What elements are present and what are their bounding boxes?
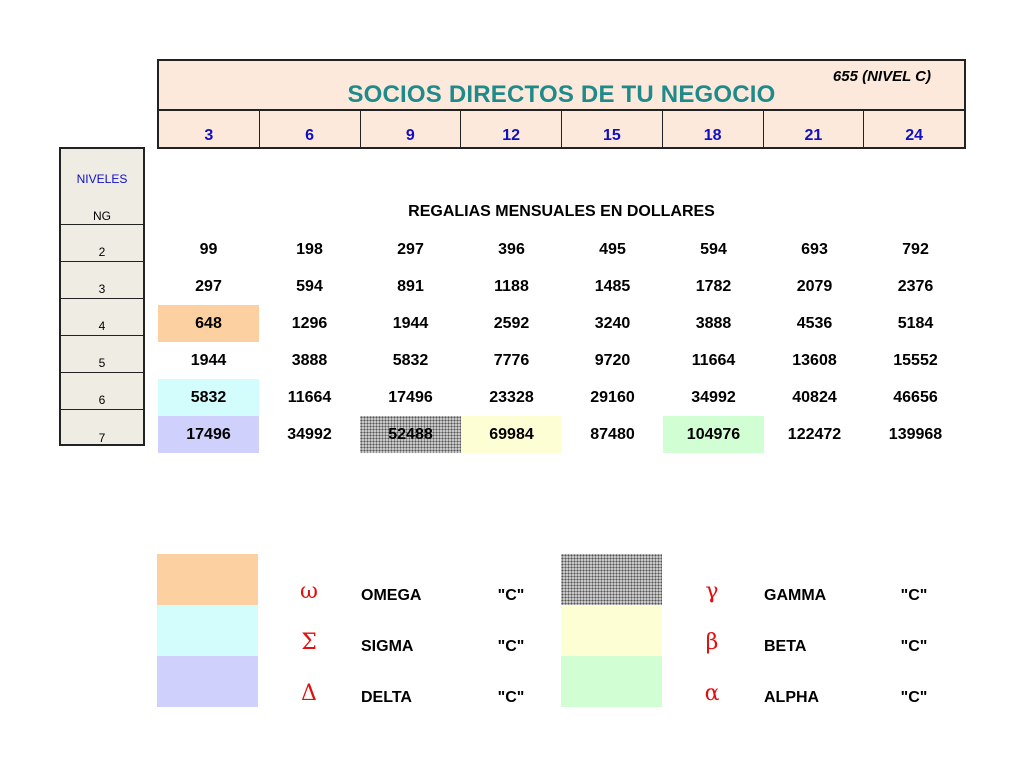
header-cell: 24	[905, 127, 924, 144]
table-cell: 648	[158, 305, 259, 342]
header-cell: 9	[361, 111, 462, 147]
legend-name-sigma: SIGMA	[361, 638, 414, 655]
table-cell: 3888	[695, 314, 732, 332]
levels-header: NIVELES NG	[61, 149, 143, 225]
table-cell: 104976	[663, 416, 764, 453]
omega-symbol-icon: ω	[300, 579, 318, 604]
table-cell: 2079	[796, 277, 833, 295]
level-label: 7	[98, 431, 106, 445]
table-cell: 17496	[158, 416, 259, 453]
level-label: 6	[61, 373, 143, 410]
legend-name-alpha: ALPHA	[764, 689, 820, 706]
legend-name-gamma: GAMMA	[764, 587, 827, 604]
legend-swatch-omega	[157, 554, 258, 605]
alpha-symbol-icon: α	[704, 681, 720, 706]
header-cell: 12	[461, 111, 562, 147]
legend-swatch-delta	[157, 656, 258, 707]
table-cell: 34992	[691, 388, 736, 406]
legend-value-gamma: "C"	[900, 587, 928, 604]
gamma-symbol-icon: γ	[705, 579, 719, 604]
table-cell: 1782	[695, 277, 732, 295]
table-cell: 297	[397, 240, 424, 258]
levels-header-title: NIVELES	[76, 172, 128, 186]
level-label: 5	[61, 336, 143, 373]
levels-column: NIVELES NG 2 3 4 5 6 7	[59, 147, 145, 446]
table-cell: 2376	[897, 277, 934, 295]
table-cell: 891	[397, 277, 424, 295]
table-cell: 99	[199, 240, 218, 258]
legend-value-omega: "C"	[497, 587, 525, 604]
legend-value-beta: "C"	[900, 638, 928, 655]
legend-value-delta: "C"	[497, 689, 525, 706]
delta-symbol-icon: Δ	[301, 681, 317, 706]
table-cell: 11664	[691, 351, 736, 369]
table-subtitle: REGALIAS MENSUALES EN DOLLARES	[408, 203, 715, 220]
header-cell: 15	[562, 111, 663, 147]
legend-swatch-alpha	[561, 656, 662, 707]
table-cell: 17496	[388, 388, 433, 406]
table-cell: 198	[296, 240, 323, 258]
table-cell: 594	[296, 277, 323, 295]
table-cell: 11664	[287, 388, 332, 406]
header-cell: 21	[764, 111, 865, 147]
title-note: 655 (NIVEL C)	[832, 68, 931, 85]
table-cell: 13608	[792, 351, 837, 369]
level-label: 3	[61, 262, 143, 299]
table-cell: 3240	[594, 314, 631, 332]
legend-name-beta: BETA	[764, 638, 807, 655]
legend-name-delta: DELTA	[361, 689, 412, 706]
table-cell: 29160	[590, 388, 635, 406]
beta-symbol-icon: β	[705, 630, 719, 655]
partners-header-row: 3 6 9 12 15 18 21 24	[157, 109, 966, 149]
table-cell: 7776	[493, 351, 530, 369]
sigma-symbol-icon: Σ	[301, 630, 317, 655]
table-cell: 23328	[489, 388, 534, 406]
header-cell: 18	[663, 111, 764, 147]
level-label: 2	[61, 225, 143, 262]
table-cell: 297	[195, 277, 222, 295]
table-cell: 5832	[392, 351, 429, 369]
table-cell: 594	[700, 240, 727, 258]
legend-swatch-beta	[561, 605, 662, 656]
table-cell: 9720	[594, 351, 631, 369]
legend-swatch-sigma	[157, 605, 258, 656]
levels-header-subtitle: NG	[93, 209, 111, 223]
legend-value-alpha: "C"	[900, 689, 928, 706]
table-cell: 34992	[287, 425, 332, 443]
legend-name-omega: OMEGA	[361, 587, 422, 604]
header-cell: 6	[260, 111, 361, 147]
table-cell: 87480	[590, 425, 635, 443]
legend-swatch-gamma	[561, 554, 662, 605]
table-cell: 792	[902, 240, 929, 258]
table-cell: 2592	[493, 314, 530, 332]
table-cell: 4536	[796, 314, 833, 332]
table-cell: 15552	[893, 351, 938, 369]
table-cell: 1944	[392, 314, 429, 332]
table-cell: 1485	[594, 277, 631, 295]
table-cell: 1296	[291, 314, 328, 332]
table-cell: 46656	[893, 388, 938, 406]
table-cell: 122472	[787, 425, 842, 443]
table-cell: 69984	[461, 416, 562, 453]
table-cell: 396	[498, 240, 525, 258]
table-cell: 5832	[158, 379, 259, 416]
table-cell: 1944	[190, 351, 227, 369]
table-cell: 3888	[291, 351, 328, 369]
legend-value-sigma: "C"	[497, 638, 525, 655]
table-cell: 139968	[888, 425, 943, 443]
table-cell: 693	[801, 240, 828, 258]
title-banner: 655 (NIVEL C) SOCIOS DIRECTOS DE TU NEGO…	[157, 59, 966, 111]
level-label: 4	[61, 299, 143, 336]
table-cell: 5184	[897, 314, 934, 332]
header-cell: 3	[159, 111, 260, 147]
table-cell: 495	[599, 240, 626, 258]
page-title: SOCIOS DIRECTOS DE TU NEGOCIO	[347, 81, 776, 108]
table-cell: 40824	[792, 388, 837, 406]
table-cell: 1188	[494, 277, 529, 295]
table-cell: 52488	[360, 416, 461, 453]
